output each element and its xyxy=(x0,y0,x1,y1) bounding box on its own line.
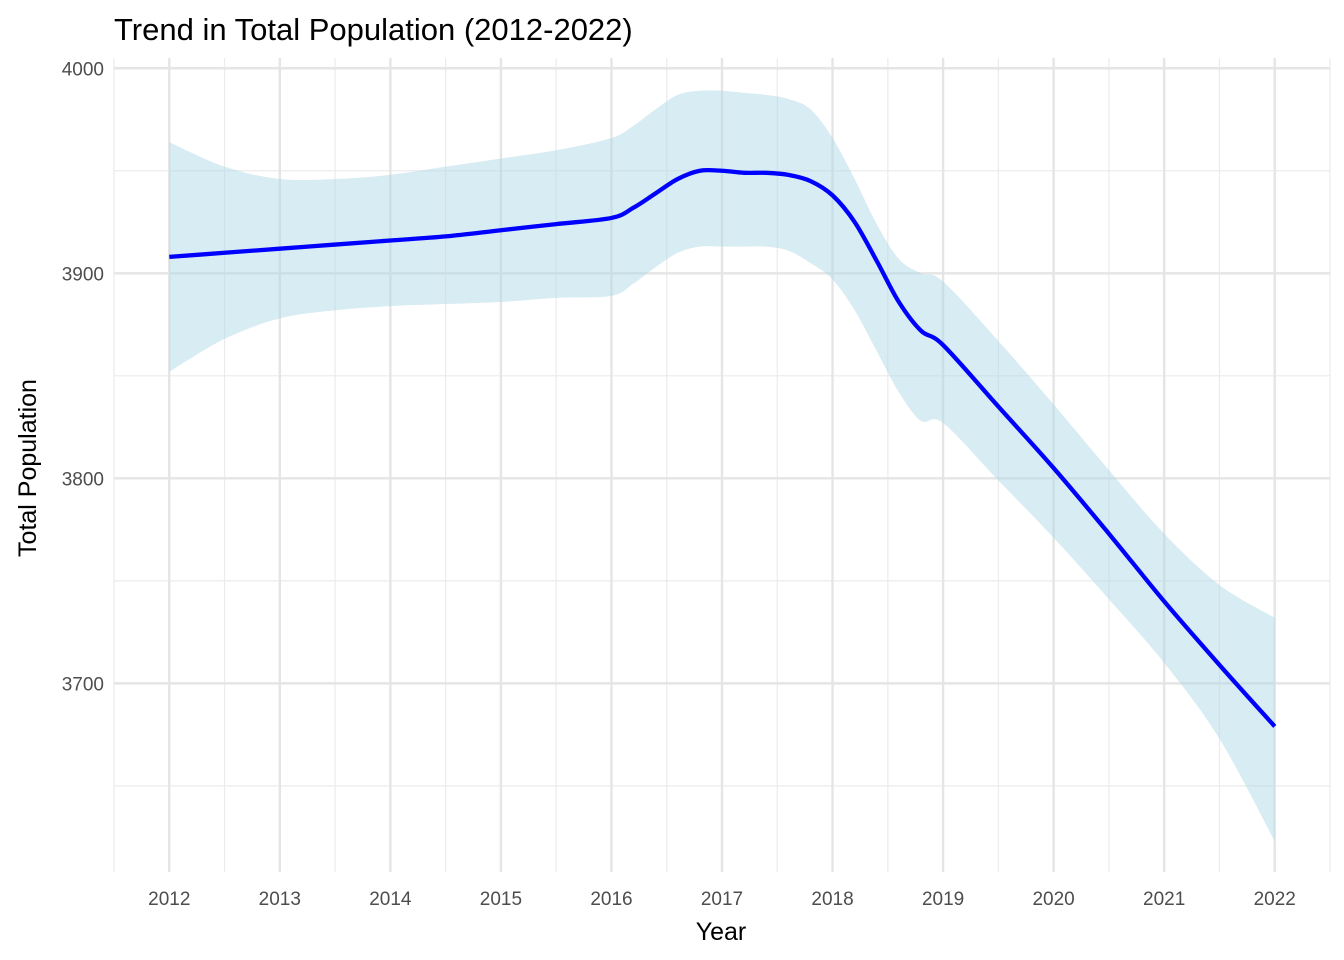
x-tick-label: 2019 xyxy=(922,889,964,910)
y-tick-label: 3700 xyxy=(62,674,104,695)
x-tick-label: 2013 xyxy=(259,889,301,910)
x-tick-label: 2012 xyxy=(148,889,190,910)
y-tick-label: 3800 xyxy=(62,469,104,490)
x-axis-title: Year xyxy=(696,918,747,946)
x-tick-label: 2015 xyxy=(480,889,522,910)
trend-line-layer xyxy=(169,167,1277,728)
trend-line xyxy=(169,167,1277,728)
confidence-band-layer xyxy=(169,90,1275,842)
x-tick-label: 2016 xyxy=(590,889,632,910)
x-tick-label: 2014 xyxy=(369,889,412,910)
y-axis-title: Total Population xyxy=(14,379,42,557)
y-tick-label: 4000 xyxy=(62,59,104,80)
y-tick-label: 3900 xyxy=(62,264,104,285)
chart-title: Trend in Total Population (2012-2022) xyxy=(114,12,633,47)
x-tick-label: 2022 xyxy=(1254,889,1296,910)
x-tick-label: 2018 xyxy=(811,889,853,910)
x-tick-label: 2020 xyxy=(1032,889,1074,910)
tick-labels: 2012 2013 2014 2015 2016 2017 2018 2019 2020 2021… xyxy=(62,59,1296,910)
x-tick-label: 2021 xyxy=(1143,889,1185,910)
x-tick-label: 2017 xyxy=(701,889,743,910)
confidence-band xyxy=(169,90,1275,842)
